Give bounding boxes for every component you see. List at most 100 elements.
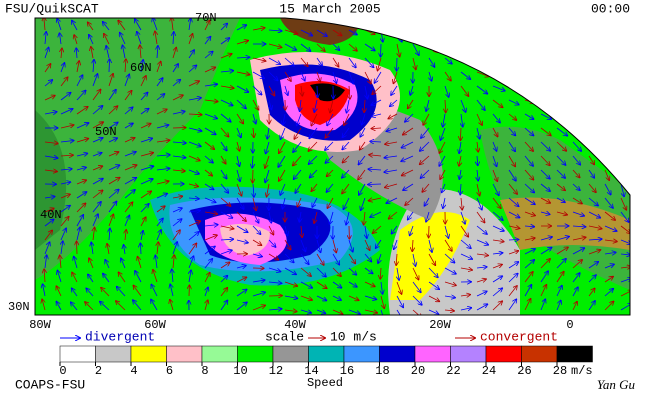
wind-arrow xyxy=(572,69,583,72)
wind-arrow xyxy=(524,183,534,193)
wind-arrow xyxy=(588,71,601,72)
wind-arrow xyxy=(266,141,270,154)
wind-arrow xyxy=(428,253,435,265)
wind-arrow xyxy=(461,197,462,210)
wind-arrow xyxy=(188,198,199,199)
wind-arrow xyxy=(327,197,334,208)
wind-arrow xyxy=(378,253,381,263)
wind-arrow xyxy=(572,183,580,190)
wind-arrow xyxy=(381,281,383,294)
wind-arrow xyxy=(106,46,109,59)
wind-arrow xyxy=(360,127,366,137)
wind-arrow xyxy=(252,99,259,110)
wind-arrow xyxy=(172,208,182,213)
wind-arrow xyxy=(268,309,282,310)
wind-arrow xyxy=(204,51,213,59)
wind-arrow xyxy=(423,113,430,125)
wind-arrow xyxy=(348,295,359,300)
wind-arrow xyxy=(92,214,98,227)
wind-arrow xyxy=(316,29,327,36)
wind-arrow xyxy=(413,57,416,69)
wind-arrow xyxy=(188,50,194,59)
map xyxy=(35,18,630,315)
wind-arrow xyxy=(604,113,613,123)
wind-arrow xyxy=(316,239,321,252)
wind-arrow xyxy=(460,127,461,140)
wind-arrow xyxy=(604,183,611,195)
wind-arrow xyxy=(401,141,414,148)
wind-arrow xyxy=(59,33,61,45)
wind-arrow xyxy=(439,141,446,153)
wind-arrow xyxy=(125,230,126,241)
wind-arrow xyxy=(141,60,143,73)
wind-arrow xyxy=(540,141,550,151)
wind-arrow xyxy=(556,19,564,31)
wind-arrow xyxy=(60,155,73,156)
wind-arrow xyxy=(524,197,535,204)
wind-arrow xyxy=(403,183,414,190)
wind-arrow xyxy=(371,128,382,129)
wind-arrow xyxy=(189,270,191,283)
wind-arrow xyxy=(151,285,158,297)
wind-arrow xyxy=(76,91,86,101)
wind-arrow xyxy=(156,181,169,184)
wind-arrow xyxy=(220,197,230,206)
wind-arrow xyxy=(524,169,534,180)
wind-arrow xyxy=(588,141,595,151)
colorbar-tick-label: 16 xyxy=(340,364,354,378)
colorbar-tick-label: 2 xyxy=(95,364,102,378)
wind-arrow xyxy=(172,111,185,114)
wind-arrow xyxy=(92,202,101,213)
wind-arrow xyxy=(364,211,365,225)
wind-arrow xyxy=(108,202,117,213)
wind-arrow xyxy=(153,270,158,283)
wind-arrow xyxy=(508,21,518,31)
wind-arrow xyxy=(428,57,435,67)
wind-arrow xyxy=(60,217,69,227)
wind-arrow xyxy=(76,107,88,115)
wind-arrow xyxy=(444,29,456,33)
wind-arrow xyxy=(588,23,596,31)
wind-arrow xyxy=(401,155,414,161)
wind-arrow xyxy=(460,85,469,96)
wind-arrow xyxy=(604,85,617,91)
wind-arrow xyxy=(89,35,94,45)
wind-arrow xyxy=(316,43,325,51)
wind-arrow xyxy=(476,113,482,125)
wind-arrow xyxy=(347,99,349,113)
wind-arrow xyxy=(252,305,265,311)
wind-arrow xyxy=(173,32,174,45)
wind-arrow xyxy=(349,85,350,99)
wind-arrow xyxy=(556,259,566,269)
wind-arrow xyxy=(588,113,599,122)
wind-arrow xyxy=(124,107,133,115)
wind-arrow xyxy=(508,155,515,166)
wind-arrow xyxy=(540,19,548,31)
wind-arrow xyxy=(236,183,242,196)
wind-arrow xyxy=(44,208,54,213)
wind-arrow xyxy=(364,253,371,262)
wind-arrow xyxy=(188,34,193,45)
wind-arrow xyxy=(348,253,355,263)
wind-arrow xyxy=(364,267,373,274)
wind-arrow xyxy=(138,257,142,269)
wind-arrow xyxy=(172,196,182,198)
wind-arrow xyxy=(540,259,550,269)
wind-arrow xyxy=(140,166,153,171)
wind-arrow xyxy=(107,244,109,255)
wind-arrow xyxy=(460,268,472,270)
wind-arrow xyxy=(92,122,103,129)
wind-arrow xyxy=(252,292,265,297)
wind-arrow xyxy=(524,299,531,311)
wind-arrow xyxy=(204,235,217,241)
wind-arrow xyxy=(572,169,580,178)
wind-arrow xyxy=(124,190,135,199)
wind-arrow xyxy=(524,127,533,135)
wind-arrow xyxy=(620,58,630,59)
wind-arrow xyxy=(188,127,202,131)
wind-arrow xyxy=(332,309,343,314)
wind-arrow xyxy=(572,155,580,165)
wind-arrow xyxy=(121,258,126,269)
wind-arrow xyxy=(172,219,182,227)
wind-arrow xyxy=(604,277,613,283)
